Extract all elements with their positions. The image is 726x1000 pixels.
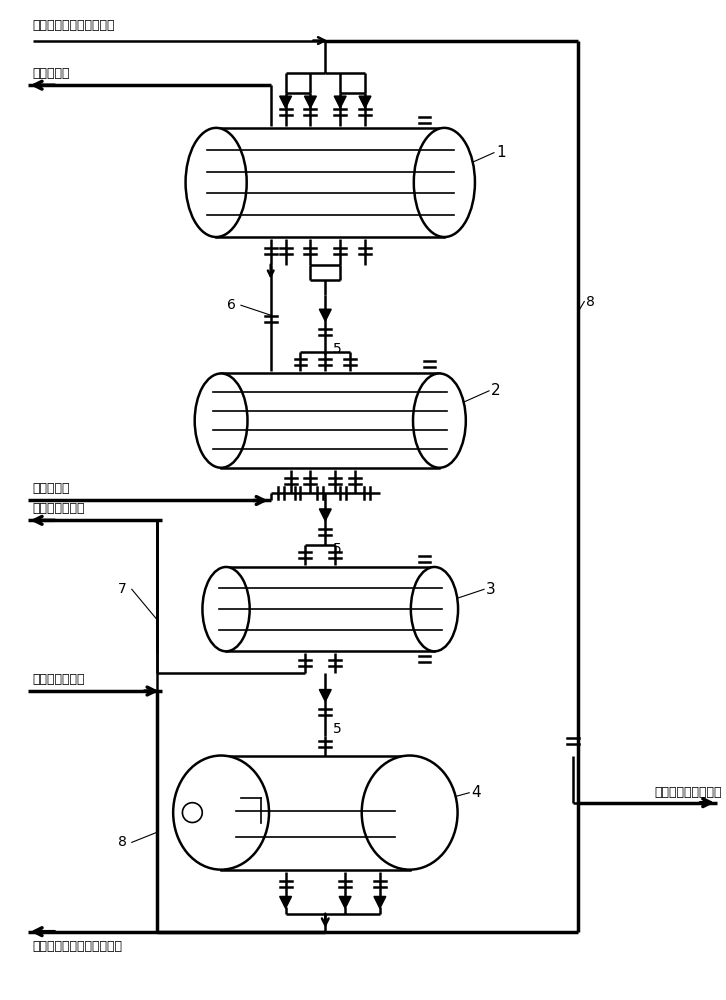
- Polygon shape: [319, 509, 331, 521]
- Text: 2: 2: [491, 383, 501, 398]
- Ellipse shape: [195, 373, 248, 468]
- Text: 循环水回水: 循环水回水: [33, 67, 70, 80]
- Text: 真空冷凝液去真空冷凝液槽: 真空冷凝液去真空冷凝液槽: [33, 940, 123, 953]
- Text: 8: 8: [587, 295, 595, 309]
- Polygon shape: [304, 96, 317, 108]
- Text: 低温循环水回水: 低温循环水回水: [33, 502, 85, 515]
- Ellipse shape: [203, 567, 250, 651]
- Polygon shape: [339, 896, 351, 908]
- Bar: [221, 373, 439, 468]
- Polygon shape: [319, 690, 331, 701]
- Text: 再生塔塔顶来的酸性气体: 再生塔塔顶来的酸性气体: [33, 19, 115, 32]
- Text: 酸性气体去真空示泵: 酸性气体去真空示泵: [655, 786, 722, 799]
- Text: 7: 7: [118, 582, 127, 596]
- Circle shape: [182, 803, 203, 823]
- Polygon shape: [280, 896, 292, 908]
- Bar: [216, 128, 444, 237]
- Polygon shape: [334, 96, 346, 108]
- Polygon shape: [374, 896, 386, 908]
- Text: 3: 3: [486, 582, 496, 597]
- Text: 5: 5: [333, 342, 342, 356]
- Ellipse shape: [411, 567, 458, 651]
- Polygon shape: [359, 96, 371, 108]
- Ellipse shape: [174, 756, 269, 870]
- Text: 8: 8: [118, 835, 127, 849]
- Text: 4: 4: [471, 785, 481, 800]
- Text: 5: 5: [333, 542, 342, 556]
- Bar: [221, 756, 409, 870]
- Text: 1: 1: [496, 145, 505, 160]
- Ellipse shape: [413, 373, 466, 468]
- Bar: [226, 567, 434, 651]
- Ellipse shape: [186, 128, 247, 237]
- Text: 循环水上水: 循环水上水: [33, 482, 70, 495]
- Polygon shape: [280, 96, 292, 108]
- Text: 低温循环水上水: 低温循环水上水: [33, 673, 85, 686]
- Ellipse shape: [414, 128, 475, 237]
- Polygon shape: [319, 309, 331, 321]
- Text: 5: 5: [333, 722, 342, 736]
- Text: 6: 6: [227, 298, 236, 312]
- Ellipse shape: [362, 756, 457, 870]
